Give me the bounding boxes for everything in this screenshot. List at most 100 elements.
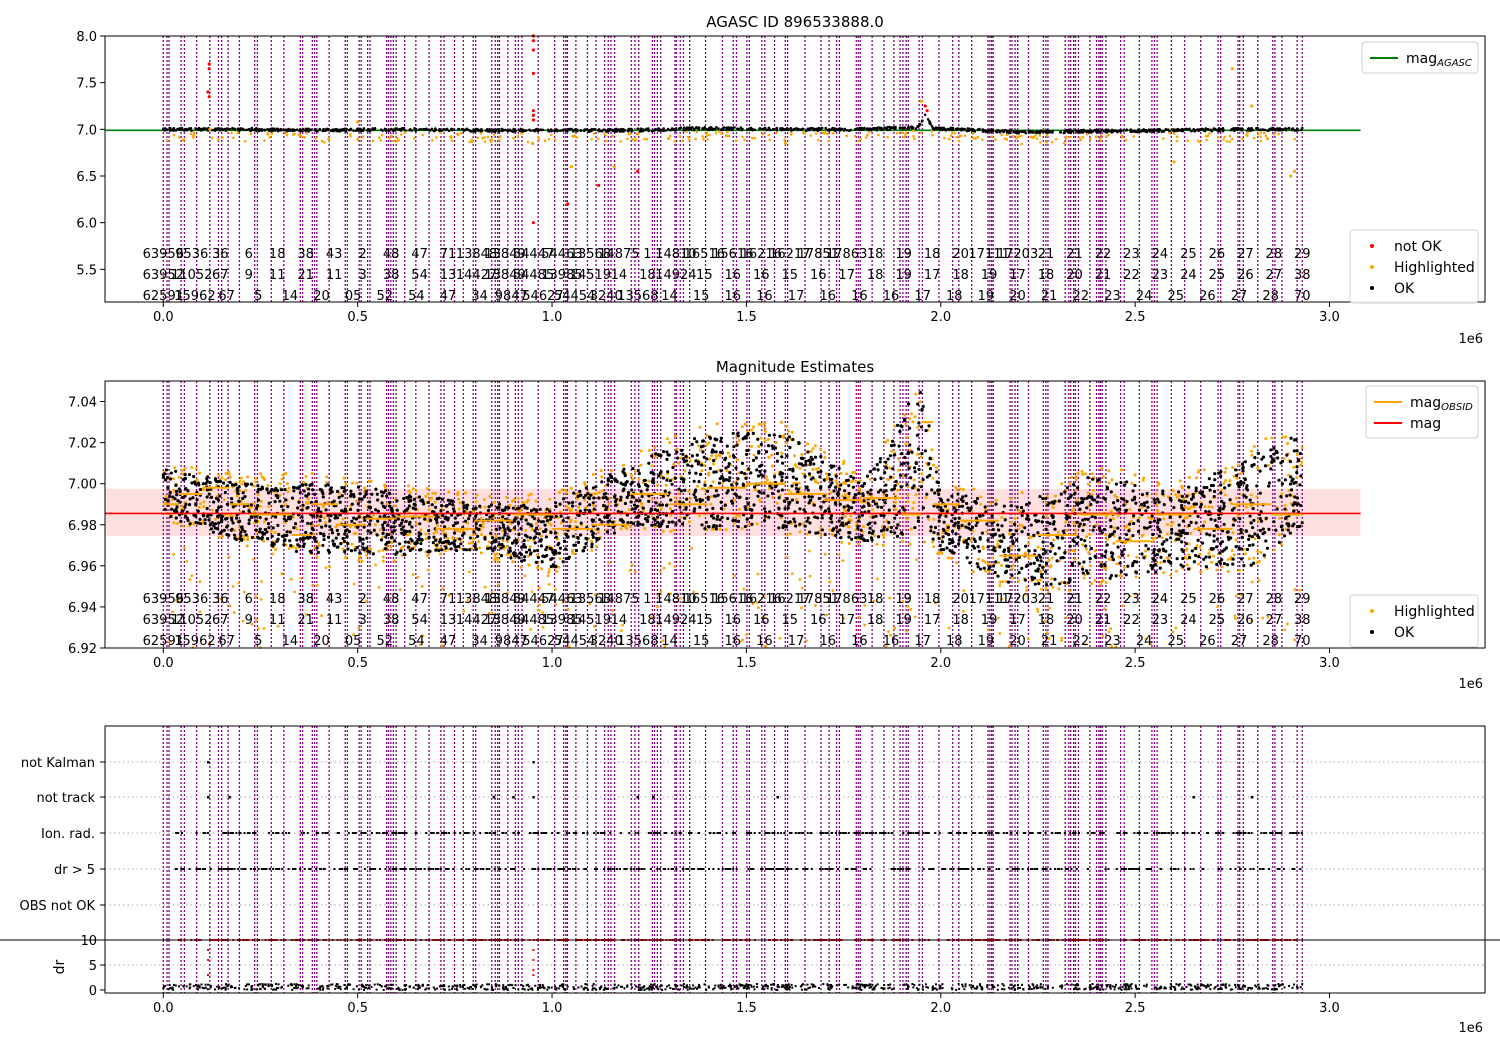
ok-point (757, 489, 761, 494)
highlighted-point (1100, 467, 1104, 471)
not-ok-point (207, 67, 211, 71)
obsid-label: 16 (725, 268, 742, 283)
highlighted-point (1235, 476, 1239, 480)
highlighted-point (745, 633, 748, 637)
ok-point (1285, 494, 1289, 498)
highlighted-point (905, 435, 909, 439)
highlighted-point (505, 545, 509, 549)
ok-point (662, 129, 666, 133)
ok-point (1091, 477, 1095, 481)
ok-point (751, 458, 756, 462)
ok-point (1144, 509, 1148, 513)
ok-point (940, 128, 944, 131)
ok-point (1180, 494, 1184, 498)
ok-point (260, 128, 264, 132)
ok-point (273, 500, 277, 504)
highlighted-point (389, 545, 393, 549)
ok-point (1158, 566, 1162, 570)
ok-point (164, 468, 169, 472)
highlighted-point (983, 560, 987, 564)
highlighted-point (474, 500, 478, 504)
ok-point (1258, 528, 1263, 533)
ok-point (1208, 488, 1212, 492)
ok-point (1269, 448, 1273, 452)
ok-point (1105, 130, 1109, 134)
ok-point (884, 126, 887, 130)
highlighted-point (591, 473, 595, 477)
highlighted-point (227, 470, 231, 474)
highlighted-point (708, 133, 711, 137)
ok-point (946, 525, 950, 530)
highlighted-point (573, 134, 576, 137)
highlighted-point (897, 468, 901, 472)
ok-point (1213, 518, 1217, 522)
ok-point (1146, 570, 1150, 574)
ok-point (745, 497, 749, 501)
highlighted-point (600, 489, 604, 493)
highlighted-point (823, 131, 827, 135)
ok-point (541, 128, 545, 132)
highlighted-point (1011, 576, 1015, 580)
ok-point (967, 536, 971, 541)
ok-point (751, 431, 755, 435)
ok-point (352, 492, 356, 497)
panel-title: Magnitude Estimates (716, 358, 874, 376)
highlighted-point (695, 130, 699, 134)
ok-point (1192, 128, 1196, 131)
highlighted-point (981, 545, 985, 549)
ok-point (873, 127, 876, 131)
highlighted-point (1230, 67, 1234, 71)
highlighted-point (286, 490, 290, 494)
highlighted-point (764, 475, 768, 479)
ok-point (905, 483, 909, 487)
highlighted-point (284, 131, 288, 135)
ok-point (402, 496, 406, 501)
highlighted-point (421, 133, 424, 137)
ok-point (685, 497, 689, 501)
ok-point (954, 127, 958, 131)
highlighted-point (661, 529, 665, 533)
highlighted-point (681, 139, 684, 142)
highlighted-point (1079, 138, 1083, 142)
highlighted-point (480, 551, 483, 555)
ok-point (1253, 532, 1257, 536)
ok-point (857, 515, 861, 519)
highlighted-point (698, 425, 702, 429)
highlighted-point (821, 131, 825, 134)
ok-point (536, 129, 540, 133)
obsid-label: 54447 (513, 247, 554, 262)
highlighted-point (481, 525, 485, 529)
ok-point (780, 475, 784, 479)
highlighted-point (527, 493, 531, 497)
ok-point (245, 128, 248, 132)
highlighted-point (511, 560, 515, 564)
ok-point (591, 486, 596, 490)
ok-point (1190, 129, 1193, 133)
ok-point (1262, 553, 1266, 557)
y-tick-label: 6.0 (76, 217, 97, 232)
highlighted-point (626, 137, 629, 141)
highlighted-point (1068, 135, 1072, 139)
highlighted-point (232, 611, 236, 615)
highlighted-point (1243, 552, 1247, 556)
highlighted-point (783, 138, 786, 142)
ok-point (810, 495, 814, 499)
highlighted-point (1168, 131, 1171, 135)
highlighted-point (1203, 520, 1207, 524)
ok-point (1104, 550, 1108, 554)
highlighted-point (775, 131, 778, 135)
ok-point (900, 532, 905, 536)
ok-point (1044, 527, 1048, 531)
ok-point (525, 535, 529, 539)
ok-point (1180, 540, 1184, 544)
ok-point (1198, 128, 1202, 132)
ok-point (343, 539, 347, 543)
not-ok-point (207, 62, 211, 66)
ok-point (1100, 128, 1104, 132)
highlighted-point (755, 522, 759, 526)
ok-point (1245, 129, 1249, 132)
highlighted-point (1286, 441, 1290, 445)
highlighted-point (919, 99, 923, 103)
highlighted-point (177, 475, 181, 479)
highlighted-point (849, 514, 853, 518)
